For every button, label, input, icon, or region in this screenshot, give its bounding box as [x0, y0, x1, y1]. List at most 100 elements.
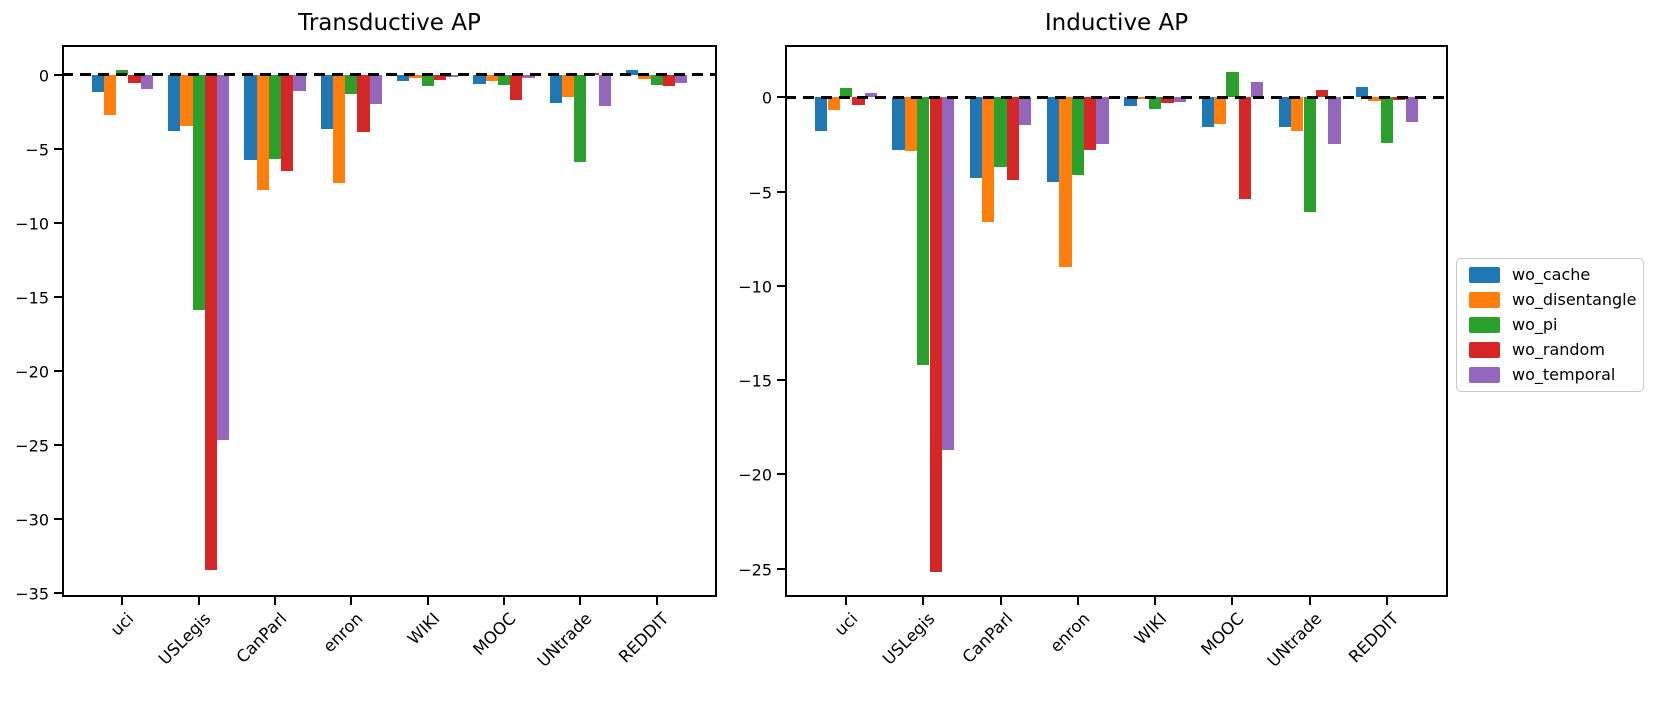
bar-wo_random-uci [852, 97, 865, 105]
bar-wo_random-CanParl [1006, 97, 1020, 181]
x-tick-mark [197, 597, 200, 605]
bar-wo_pi-MOOC [497, 74, 511, 85]
x-tick-label-UNtrade: UNtrade [533, 609, 596, 671]
y-tick-label: −5 [25, 140, 49, 160]
legend-swatch-wo_pi [1469, 317, 1500, 333]
bar-wo_random-enron [1084, 97, 1097, 151]
x-tick-label-WIKI: WIKI [403, 609, 444, 649]
plot-area [62, 45, 717, 597]
x-tick-mark [1076, 597, 1079, 605]
bar-wo_random-uci [128, 74, 141, 84]
y-tick-mark [54, 295, 62, 298]
bar-wo_pi-enron [1071, 97, 1085, 175]
y-tick-label: −20 [15, 362, 49, 382]
bar-wo_cache-MOOC [473, 74, 486, 85]
y-tick-mark [777, 567, 785, 570]
bar-wo_cache-REDDIT [626, 70, 639, 75]
y-tick-mark [54, 147, 62, 150]
bar-wo_pi-CanParl [994, 97, 1007, 167]
bar-wo_cache-USLegis [892, 97, 905, 151]
bar-wo_temporal-USLegis [216, 74, 230, 441]
x-tick-mark [845, 597, 848, 605]
bar-wo_random-USLegis [929, 97, 942, 573]
y-tick-label: −35 [15, 584, 49, 604]
bar-wo_pi-REDDIT [650, 74, 663, 85]
bar-wo_temporal-uci [140, 74, 153, 90]
y-tick-mark [777, 379, 785, 382]
bar-wo_disentangle-enron [1059, 97, 1072, 267]
x-tick-mark [655, 597, 658, 605]
bar-wo_pi-uci [116, 70, 129, 75]
bar-wo_disentangle-USLegis [904, 97, 918, 151]
x-tick-mark [273, 597, 276, 605]
bar-wo_cache-UNtrade [549, 74, 563, 103]
bar-wo_pi-uci [839, 87, 853, 98]
bar-wo_random-WIKI [1161, 97, 1174, 103]
x-tick-label-REDDIT: REDDIT [1344, 609, 1403, 667]
bar-wo_cache-uci [91, 74, 104, 93]
legend-label: wo_cache [1512, 265, 1591, 284]
y-tick-label: −15 [738, 371, 772, 391]
x-tick-mark [350, 597, 353, 605]
bar-wo_random-enron [357, 74, 370, 133]
x-tick-label-enron: enron [319, 609, 367, 657]
bar-wo_pi-UNtrade [574, 74, 587, 162]
bar-wo_disentangle-USLegis [180, 74, 193, 127]
bar-wo_cache-USLegis [168, 74, 181, 131]
bar-wo_random-CanParl [281, 74, 294, 171]
x-tick-label-MOOC: MOOC [469, 609, 520, 660]
bar-wo_disentangle-UNtrade [562, 74, 575, 97]
bar-wo_pi-CanParl [268, 74, 282, 159]
bar-wo_pi-REDDIT [1380, 97, 1394, 144]
x-tick-mark [999, 597, 1002, 605]
x-tick-mark [579, 597, 582, 605]
legend-swatch-wo_random [1469, 342, 1500, 358]
bar-wo_cache-WIKI [1124, 97, 1137, 106]
bar-wo_pi-WIKI [421, 74, 434, 87]
x-tick-label-CanParl: CanParl [958, 609, 1017, 667]
x-tick-label-MOOC: MOOC [1197, 609, 1248, 660]
y-tick-label: −30 [15, 510, 49, 530]
bar-wo_temporal-REDDIT [1405, 97, 1418, 122]
x-tick-label-REDDIT: REDDIT [614, 609, 673, 667]
chart-title: Inductive AP [1044, 10, 1189, 36]
y-tick-label: 0 [38, 66, 49, 86]
x-tick-label-UNtrade: UNtrade [1263, 609, 1326, 671]
bar-wo_pi-USLegis [192, 74, 205, 310]
bar-wo_random-USLegis [204, 74, 217, 571]
legend-swatch-wo_temporal [1469, 367, 1500, 383]
bar-wo_temporal-UNtrade [598, 74, 611, 106]
x-tick-label-enron: enron [1046, 609, 1094, 657]
bar-wo_temporal-REDDIT [675, 74, 688, 84]
bar-wo_cache-CanParl [244, 74, 257, 161]
x-tick-label-USLegis: USLegis [879, 609, 939, 669]
x-tick-mark [121, 597, 124, 605]
bar-wo_temporal-MOOC [1250, 82, 1264, 98]
bar-wo_disentangle-enron [333, 74, 346, 183]
bar-wo_disentangle-MOOC [1213, 97, 1227, 124]
legend: wo_cache wo_disentangle wo_pi wo_random wo_t… [1456, 258, 1644, 392]
y-tick-mark [54, 443, 62, 446]
legend-swatch-wo_cache [1469, 267, 1500, 283]
plot-area [785, 45, 1448, 597]
bar-wo_temporal-WIKI [1173, 97, 1187, 102]
y-tick-label: −10 [738, 277, 772, 297]
x-tick-label-USLegis: USLegis [154, 609, 215, 669]
x-tick-label-uci: uci [107, 609, 138, 640]
legend-label: wo_disentangle [1512, 290, 1637, 309]
bar-wo_random-MOOC [1238, 97, 1251, 200]
bar-wo_temporal-uci [864, 92, 877, 98]
bar-wo_cache-enron [1046, 97, 1060, 183]
bar-wo_disentangle-MOOC [485, 74, 498, 82]
bar-wo_pi-UNtrade [1303, 97, 1316, 213]
x-tick-label-WIKI: WIKI [1131, 609, 1171, 649]
legend-item-wo_disentangle: wo_disentangle [1469, 292, 1636, 308]
y-tick-mark [777, 190, 785, 193]
y-tick-label: −10 [15, 214, 49, 234]
legend-item-wo_random: wo_random [1469, 342, 1631, 358]
legend-item-wo_pi: wo_pi [1469, 317, 1631, 333]
bar-wo_disentangle-uci [103, 74, 117, 115]
bar-wo_pi-USLegis [917, 97, 930, 366]
bar-wo_temporal-USLegis [941, 97, 955, 450]
legend-swatch-wo_disentangle [1469, 292, 1500, 308]
